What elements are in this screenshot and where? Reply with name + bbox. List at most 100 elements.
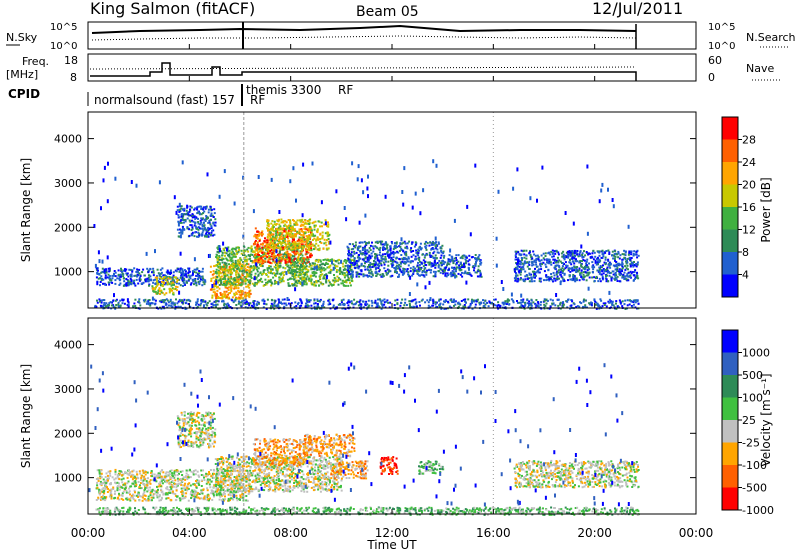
power-cell [439, 271, 442, 274]
power-cell [241, 300, 244, 303]
power-cell [624, 265, 627, 268]
power-cell [302, 266, 305, 269]
power-cell [520, 268, 523, 271]
power-cell [188, 275, 191, 278]
power-cell [231, 250, 234, 253]
power-cell [341, 273, 344, 276]
power-cell [204, 300, 207, 303]
power-cell [621, 305, 624, 308]
power-cell [596, 256, 599, 259]
power-cell [284, 261, 287, 264]
power-cell [400, 270, 403, 273]
power-cell [213, 212, 216, 215]
power-cell [209, 271, 212, 273]
power-cell [417, 257, 420, 260]
power-cell [268, 265, 271, 267]
power-cell [350, 300, 353, 303]
power-cell [374, 268, 377, 271]
power-cell [218, 274, 220, 277]
power-cell [174, 305, 177, 308]
power-cell [552, 271, 555, 274]
power-cell [156, 292, 159, 295]
power-cell [128, 283, 130, 286]
power-cell [216, 254, 219, 257]
power-cell [525, 261, 528, 264]
power-cell [396, 246, 398, 248]
power-cell [358, 256, 361, 259]
power-cell [386, 244, 388, 247]
power-cell [298, 262, 301, 265]
power-cell [334, 260, 337, 262]
power-cell [181, 232, 184, 235]
power-cell [553, 277, 556, 280]
power-cell [232, 254, 235, 257]
power-cell [337, 283, 340, 286]
power-cell [138, 279, 141, 282]
power-cell [374, 264, 376, 267]
power-cell [526, 261, 529, 264]
power-cell [619, 302, 622, 305]
power-cell [391, 274, 394, 277]
power-cell [287, 264, 290, 267]
power-cell [313, 237, 316, 240]
nave-tick-bottom: 0 [708, 71, 715, 84]
power-cell [262, 260, 264, 263]
power-cell [278, 239, 280, 242]
power-cell [257, 279, 259, 282]
power-cell [284, 267, 287, 270]
power-cell [405, 245, 408, 248]
power-cell [242, 274, 244, 277]
power-cell [276, 231, 279, 234]
power-cell [282, 220, 285, 223]
power-cell [341, 279, 344, 282]
power-cell [138, 272, 141, 275]
power-cell [95, 305, 98, 308]
power-cell [175, 276, 178, 279]
power-cell [637, 254, 640, 257]
power-cell [197, 235, 200, 238]
power-cell [185, 275, 188, 278]
power-cell [254, 266, 257, 269]
power-cell [306, 243, 309, 246]
power-cell [313, 272, 316, 275]
power-cell [617, 256, 620, 259]
power-cell [279, 225, 282, 228]
power-cell [272, 253, 275, 256]
power-cell [540, 277, 543, 280]
power-cell [255, 234, 258, 236]
power-cell [558, 277, 560, 280]
power-cell [278, 258, 281, 261]
power-cell [246, 279, 249, 281]
power-cell [602, 302, 605, 305]
power-cell [291, 250, 294, 253]
power-cell [136, 268, 139, 271]
power-cell [476, 275, 479, 278]
power-cell [96, 267, 99, 270]
power-cell [275, 228, 278, 230]
power-cell [135, 278, 138, 281]
power-cell [273, 282, 276, 285]
power-cell [177, 220, 180, 223]
power-cell [381, 274, 384, 277]
power-cell [304, 227, 307, 230]
power-cell [279, 241, 282, 244]
power-cell [307, 222, 310, 225]
power-cell [156, 278, 158, 281]
power-cell [256, 268, 258, 271]
power-cell [299, 225, 302, 227]
power-cell [571, 266, 574, 269]
power-cell [580, 263, 583, 266]
power-cell [412, 271, 415, 274]
power-cell [563, 255, 566, 258]
power-cell [105, 271, 108, 274]
power-cell [201, 279, 204, 282]
power-cell [172, 281, 175, 284]
power-cell [375, 274, 378, 277]
power-cell [138, 298, 141, 301]
power-cell [294, 229, 297, 232]
power-cell [432, 243, 435, 246]
power-cell [325, 261, 328, 264]
power-cell [230, 287, 233, 290]
power-cell [307, 278, 310, 281]
